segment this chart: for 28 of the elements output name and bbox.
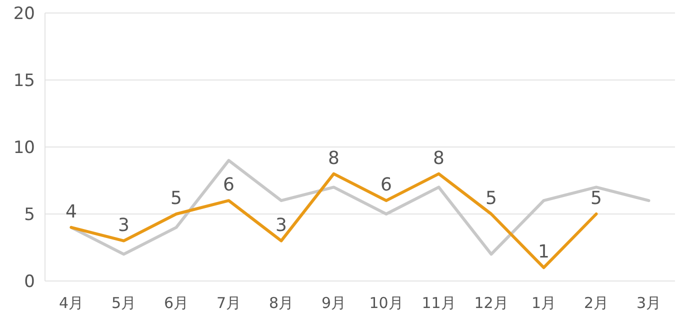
x-tick-label: 6月: [164, 294, 189, 312]
y-tick-label: 20: [13, 4, 35, 24]
data-label: 5: [590, 188, 602, 209]
data-label: 1: [538, 242, 550, 263]
data-label: 3: [118, 214, 130, 236]
data-label: 5: [486, 188, 497, 209]
data-label: 6: [223, 174, 234, 196]
x-tick-label: 11月: [422, 294, 456, 312]
x-tick-label: 1月: [531, 294, 556, 312]
data-label: 6: [380, 174, 392, 196]
x-tick-label: 3月: [636, 294, 662, 312]
x-tick-label: 10月: [369, 294, 404, 312]
data-label: 5: [170, 188, 182, 209]
x-tick-label: 9月: [321, 294, 346, 312]
data-label: 8: [433, 148, 444, 169]
data-label: 4: [66, 201, 77, 222]
y-tick-label: 0: [24, 272, 35, 292]
data-label: 3: [276, 214, 287, 236]
data-label: 8: [328, 148, 340, 169]
y-tick-label: 10: [13, 138, 35, 158]
y-tick-label: 15: [13, 71, 35, 91]
x-tick-label: 2月: [584, 294, 609, 312]
x-tick-label: 7月: [216, 294, 242, 312]
x-tick-label: 8月: [268, 294, 294, 312]
x-tick-label: 12月: [474, 294, 508, 312]
y-tick-label: 5: [24, 205, 35, 225]
x-tick-label: 5月: [111, 294, 136, 312]
x-tick-label: 4月: [58, 294, 84, 312]
